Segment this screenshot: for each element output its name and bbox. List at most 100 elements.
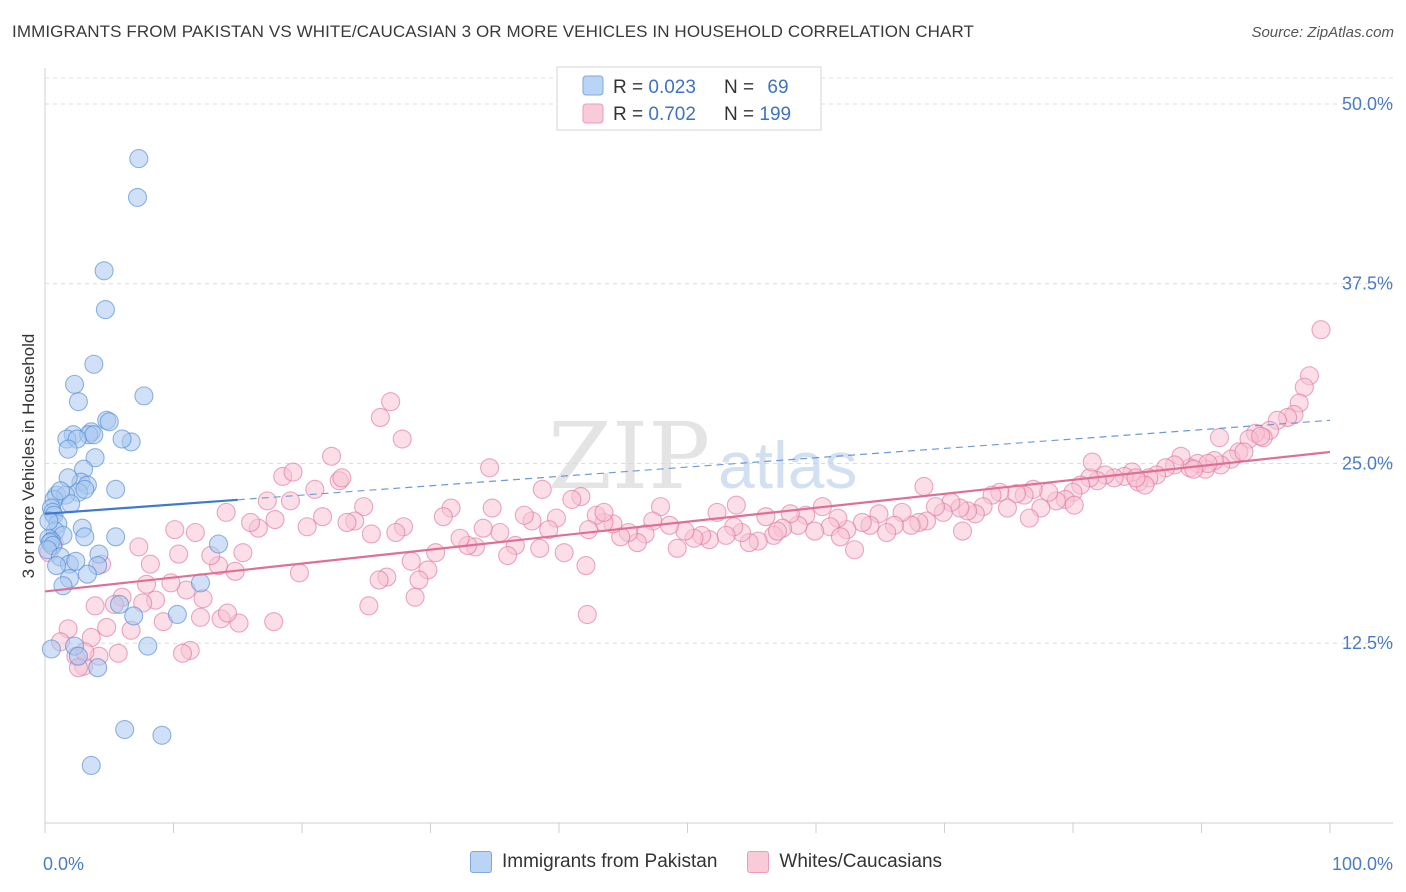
whites-point [952,521,973,541]
legend-r-value-whites: 0.702 [648,104,696,125]
whites-point [369,570,389,590]
pakistan-point [124,606,144,626]
whites-point [433,507,453,527]
whites-point [667,538,687,558]
pakistan-point [81,755,101,776]
legend-item-pakistan-swatch [470,851,492,873]
whites-point [1294,377,1314,397]
axes [44,68,1393,824]
whites-point [530,538,550,558]
legend-n-label-pakistan: N = [724,77,759,98]
whites-point [1082,452,1102,472]
pakistan-point [68,392,88,412]
pakistan-point [65,374,85,394]
svg-text:R = 0.023: R = 0.023 [613,77,696,98]
pakistan-point [84,354,104,374]
pakistan-point [129,149,149,169]
whites-point [165,520,185,540]
pakistan-point [47,556,67,576]
whites-point [805,521,825,541]
whites-point [401,551,421,571]
whites-point [136,574,157,594]
y-tick-label: 37.5% [1342,274,1393,294]
whites-point [140,554,160,574]
whites-point [1064,495,1084,515]
whites-point [359,596,379,616]
whites-point [579,520,599,540]
whites-point [532,479,552,499]
whites-point [332,468,352,488]
whites-point [386,522,406,543]
whites-point [877,522,897,543]
pakistan-point [134,386,154,406]
whites-point [1184,459,1204,479]
whites-point [85,596,105,616]
legend-n-value-whites: 199 [759,104,791,125]
whites-point [562,489,582,509]
pakistan-point [112,429,132,449]
whites-point [190,607,211,627]
legend-item-pakistan-label: Immigrants from Pakistan [502,851,718,872]
x-tick-label-max: 100.0% [1332,854,1393,874]
whites-point [577,604,597,625]
whites-point [473,518,493,538]
pakistan-point [152,725,172,745]
whites-point [1234,442,1254,462]
whites-point [108,643,128,663]
pakistan-point [127,187,148,207]
whites-point [554,543,574,563]
whites-point [322,446,342,466]
legend-item-whites[interactable]: Whites/Caucasians [747,851,942,873]
pakistan-point [75,479,95,499]
whites-point [217,603,238,623]
whites-point [264,612,284,632]
whites-point [392,429,412,449]
pakistan-trend-dashed [237,419,1331,501]
series-legend: Immigrants from Pakistan Whites/Caucasia… [470,851,972,873]
pakistan-point [109,594,130,614]
whites-point [426,543,446,563]
whites-point [313,507,333,527]
whites-point [997,498,1018,518]
whites-point [172,643,193,663]
whites-point [381,392,401,412]
whites-point [233,543,253,563]
pakistan-point [190,573,211,593]
whites-point [1311,320,1331,340]
svg-text:N = 199: N = 199 [724,104,791,125]
pakistan-point [75,527,95,547]
whites-point [925,497,946,517]
pakistan-point [66,551,86,571]
whites-point [844,540,865,560]
pakistan-point [106,527,126,547]
y-tick-labels: 12.5% 25.0% 37.5% 50.0% [1342,94,1393,653]
svg-text:R = 0.702: R = 0.702 [613,104,696,125]
pakistan-point [94,261,114,281]
watermark-atlas: atlas [718,428,857,502]
whites-point [914,476,934,497]
whites-trend [44,450,1331,593]
whites-point [539,520,559,540]
x-tick-label-min: 0.0% [43,854,84,874]
whites-point [185,522,205,543]
whites-point [280,491,300,511]
whites-point [370,407,390,428]
whites-point [337,512,357,532]
whites-point [289,563,309,583]
whites-point [480,458,500,478]
pakistan-point [167,604,187,625]
y-tick-label: 12.5% [1342,633,1393,653]
whites-point [409,570,429,590]
source-credit: Source: ZipAtlas.com [1251,24,1394,41]
watermark: ZIP atlas [548,403,857,510]
whites-point [405,587,425,607]
legend-item-pakistan[interactable]: Immigrants from Pakistan [470,851,717,873]
x-ticks [44,823,1331,833]
whites-point [767,521,788,541]
whites-point [97,617,117,637]
y-tick-label: 50.0% [1342,94,1393,114]
whites-point [830,527,850,547]
pakistan-point [39,511,59,531]
whites-point [193,589,213,609]
